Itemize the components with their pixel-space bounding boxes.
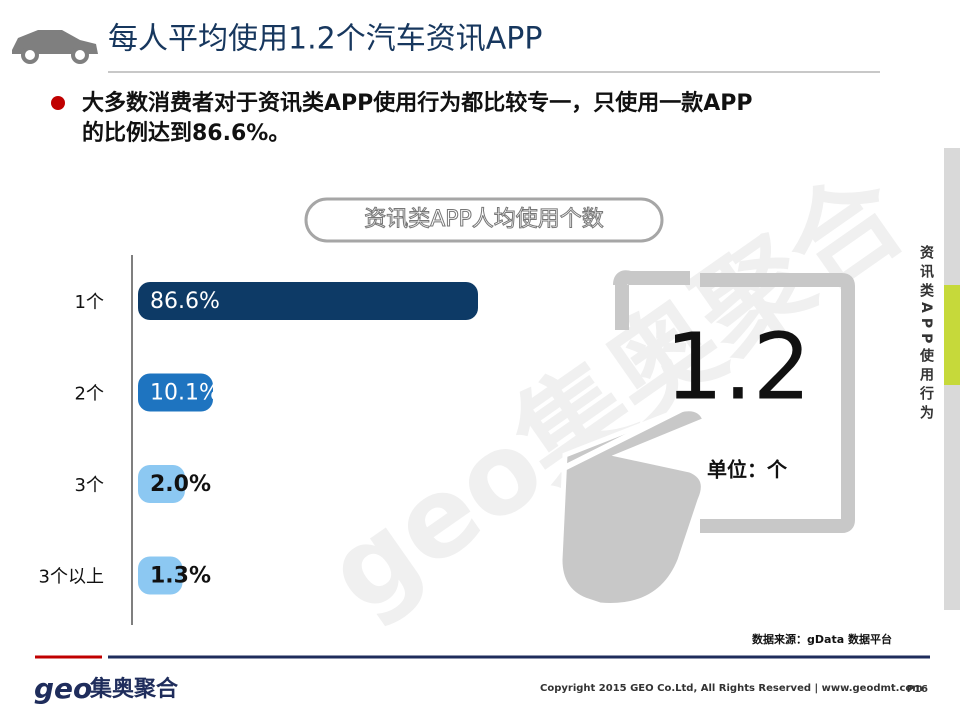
bar <box>138 556 183 595</box>
chart-title-frame <box>304 197 664 243</box>
copyright: Copyright 2015 GEO Co.Ltd, All Rights Re… <box>540 683 923 694</box>
pointer-graphic <box>557 270 855 608</box>
slide-title: 每人平均使用1.2个汽车资讯APP <box>108 22 542 57</box>
car-wheel <box>71 46 89 64</box>
side-label: 资讯类APP使用行为 <box>918 244 935 424</box>
bar <box>138 373 213 412</box>
annotation-value: 1.2 <box>665 313 811 420</box>
frame <box>700 273 855 533</box>
value-label: 2.0% <box>150 472 211 497</box>
value-label: 10.1% <box>150 381 220 406</box>
bullet-dot <box>51 96 65 110</box>
category-label: 3个以上 <box>39 567 104 588</box>
logo-cn: 集奥聚合 <box>89 676 179 702</box>
page-number: P16 <box>907 684 928 695</box>
bar <box>138 465 185 503</box>
category-label: 1个 <box>75 292 104 313</box>
category-label: 3个 <box>75 475 104 496</box>
frame <box>613 270 690 286</box>
hand <box>557 406 709 608</box>
car-icon <box>12 30 98 64</box>
value-label: 1.3% <box>150 564 211 589</box>
car-wheel <box>21 46 39 64</box>
source: 数据来源：gData 数据平台 <box>752 632 892 646</box>
bar <box>138 282 478 320</box>
chart-title: 资讯类APP人均使用个数 <box>364 207 604 232</box>
bullet-text: 大多数消费者对于资讯类APP使用行为都比较专一，只使用一款APP <box>82 90 753 116</box>
annotation-unit: 单位：个 <box>707 458 788 482</box>
hand-edge <box>558 397 702 473</box>
side-strip-highlight <box>944 285 960 385</box>
category-label: 2个 <box>75 384 104 405</box>
value-label: 86.6% <box>150 289 220 314</box>
logo-latin: geo <box>34 672 92 705</box>
bullet-text: 的比例达到86.6%。 <box>82 120 290 146</box>
